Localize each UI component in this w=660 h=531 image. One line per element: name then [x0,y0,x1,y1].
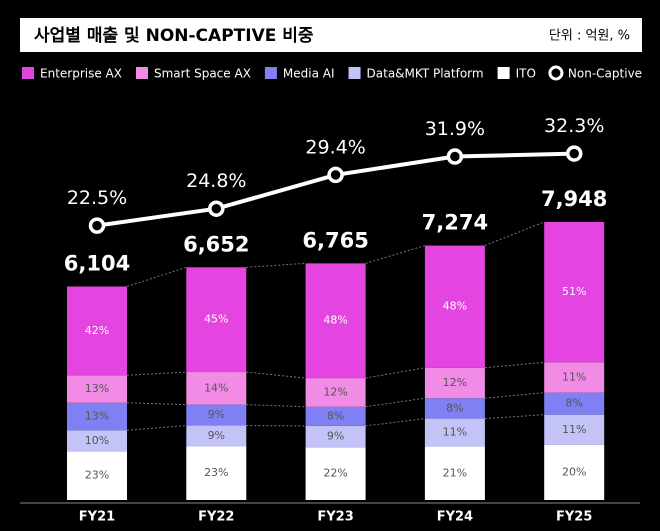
bar-segment [424,446,485,500]
segment-label: 8% [565,397,582,410]
connector [365,418,425,427]
bar-segment [305,378,366,407]
title-bar [20,18,642,52]
segment-label: 48% [323,314,347,327]
bar-segment [305,425,366,448]
x-tick-label: FY25 [556,510,592,525]
connector [126,425,187,431]
unit-note: 단위 : 억원, % [549,29,630,44]
segment-label: 21% [443,466,467,479]
connector [246,262,306,268]
bar-segment [67,286,127,376]
line-label: 31.9% [425,118,485,140]
bar-segment [67,451,127,500]
legend-swatch [22,67,34,79]
line-label: 24.8% [186,170,246,192]
connector [484,392,545,399]
line-marker [565,145,583,162]
legend-label: Data&MKT Platform [367,67,484,81]
connector [126,402,187,406]
legend-swatch [135,67,148,79]
segment-label: 22% [323,467,347,480]
x-tick-label: FY24 [437,510,473,525]
connector [484,361,545,369]
connector [365,397,425,408]
segment-label: 8% [446,401,463,414]
bar-segment [186,267,247,373]
legend-label: Non-Captive [568,67,642,81]
bar-segment [186,446,247,500]
total-label: 7,948 [541,187,607,211]
x-tick-label: FY22 [198,510,234,525]
bar-segment [305,263,366,379]
segment-label: 51% [562,285,586,298]
segment-label: 42% [85,324,109,337]
bar-segment [186,425,247,447]
legend-swatch [548,65,564,81]
bar-segment [544,444,605,500]
line-marker [446,148,464,165]
x-tick-label: FY23 [317,510,353,525]
bar-segment [424,367,485,399]
segment-label: 10% [85,434,109,447]
total-label: 6,765 [302,228,368,252]
bar-segment [424,398,485,419]
segment-label: 48% [443,300,467,313]
bar-segment [424,418,485,447]
segment-label: 20% [562,465,586,478]
segment-label: 12% [443,376,467,389]
total-label: 7,274 [422,211,488,235]
line-label: 29.4% [305,136,365,158]
line-marker [88,217,106,234]
bar-segment [544,392,605,415]
segment-label: 12% [323,385,347,398]
total-label: 6,104 [64,251,130,275]
connector [126,371,187,376]
segment-label: 11% [443,426,467,439]
bar-segment [305,406,366,426]
bar-segment [186,404,247,426]
bar-segment [424,245,485,368]
line-marker [327,166,344,184]
x-tick-label: FY21 [79,510,115,525]
segment-label: 13% [85,382,109,395]
legend-swatch [348,67,361,79]
bar-segment [67,375,127,403]
bar-segment [305,447,366,500]
segment-label: 13% [85,410,109,423]
segment-label: 23% [204,466,228,479]
legend-label: Media AI [283,67,335,81]
bar-segment [544,222,605,363]
segment-label: 9% [327,430,344,443]
line-label: 22.5% [67,187,127,209]
bar-segment [544,362,605,393]
segment-label: 8% [327,409,344,422]
bar-segment [544,414,605,445]
legend-label: Enterprise AX [40,67,122,81]
chart-title: 사업별 매출 및 NON-CAPTIVE 비중 [34,26,314,46]
segment-label: 45% [204,313,228,326]
bar-segment [67,402,127,431]
line-label: 32.3% [544,115,604,137]
segment-label: 11% [562,371,586,384]
segment-label: 11% [562,423,586,436]
legend-label: ITO [516,67,536,81]
segment-label: 9% [208,408,225,421]
segment-label: 23% [85,469,109,482]
connector [246,404,306,408]
legend-swatch [264,67,277,79]
connector [246,371,306,379]
line-marker [208,200,225,217]
connector [484,414,545,420]
bar-segment [67,430,127,452]
legend-label: Smart Space AX [154,67,251,81]
bar-segment [186,372,247,405]
total-label: 6,652 [183,232,249,256]
connector [484,221,545,247]
segment-label: 14% [204,381,228,394]
segment-label: 9% [208,429,225,442]
legend-swatch [497,67,510,79]
